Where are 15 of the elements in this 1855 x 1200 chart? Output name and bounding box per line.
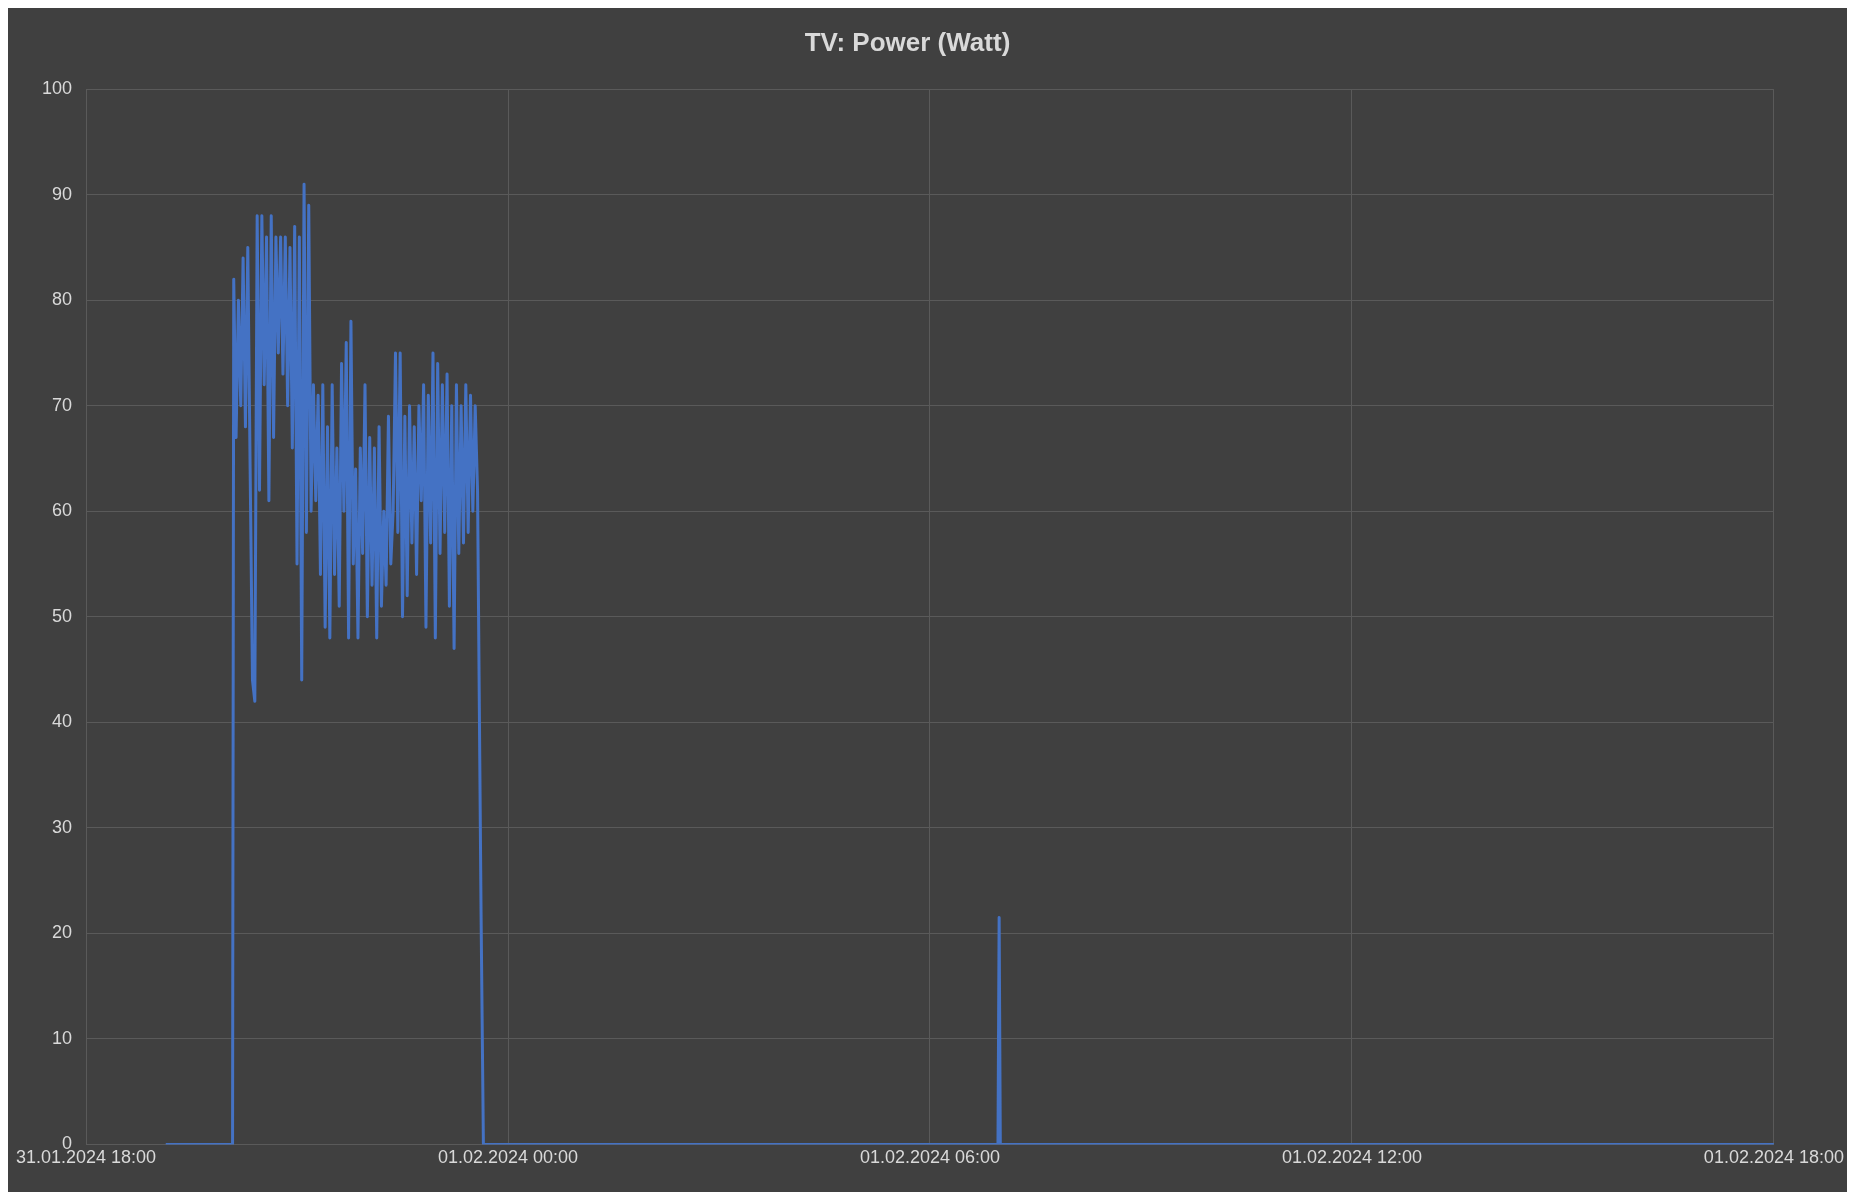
y-tick-label: 30 <box>52 816 73 837</box>
x-tick-label: 01.02.2024 00:00 <box>437 1147 579 1168</box>
y-tick-label: 60 <box>52 500 73 521</box>
y-tick-label: 50 <box>52 605 73 626</box>
y-tick-label: 40 <box>52 711 73 732</box>
y-tick-label: 90 <box>52 183 73 204</box>
y-tick-label: 80 <box>52 289 73 310</box>
y-tick-label: 10 <box>52 1027 73 1048</box>
y-tick-label: 70 <box>52 394 73 415</box>
x-tick-label: 01.02.2024 12:00 <box>1281 1147 1423 1168</box>
y-tick-label: 20 <box>52 922 73 943</box>
chart-title: TV: Power (Watt) <box>804 26 1011 57</box>
x-tick-label: 01.02.2024 06:00 <box>859 1147 1001 1168</box>
x-tick-label: 01.02.2024 18:00 <box>1703 1147 1844 1168</box>
y-tick-label: 100 <box>41 78 73 99</box>
